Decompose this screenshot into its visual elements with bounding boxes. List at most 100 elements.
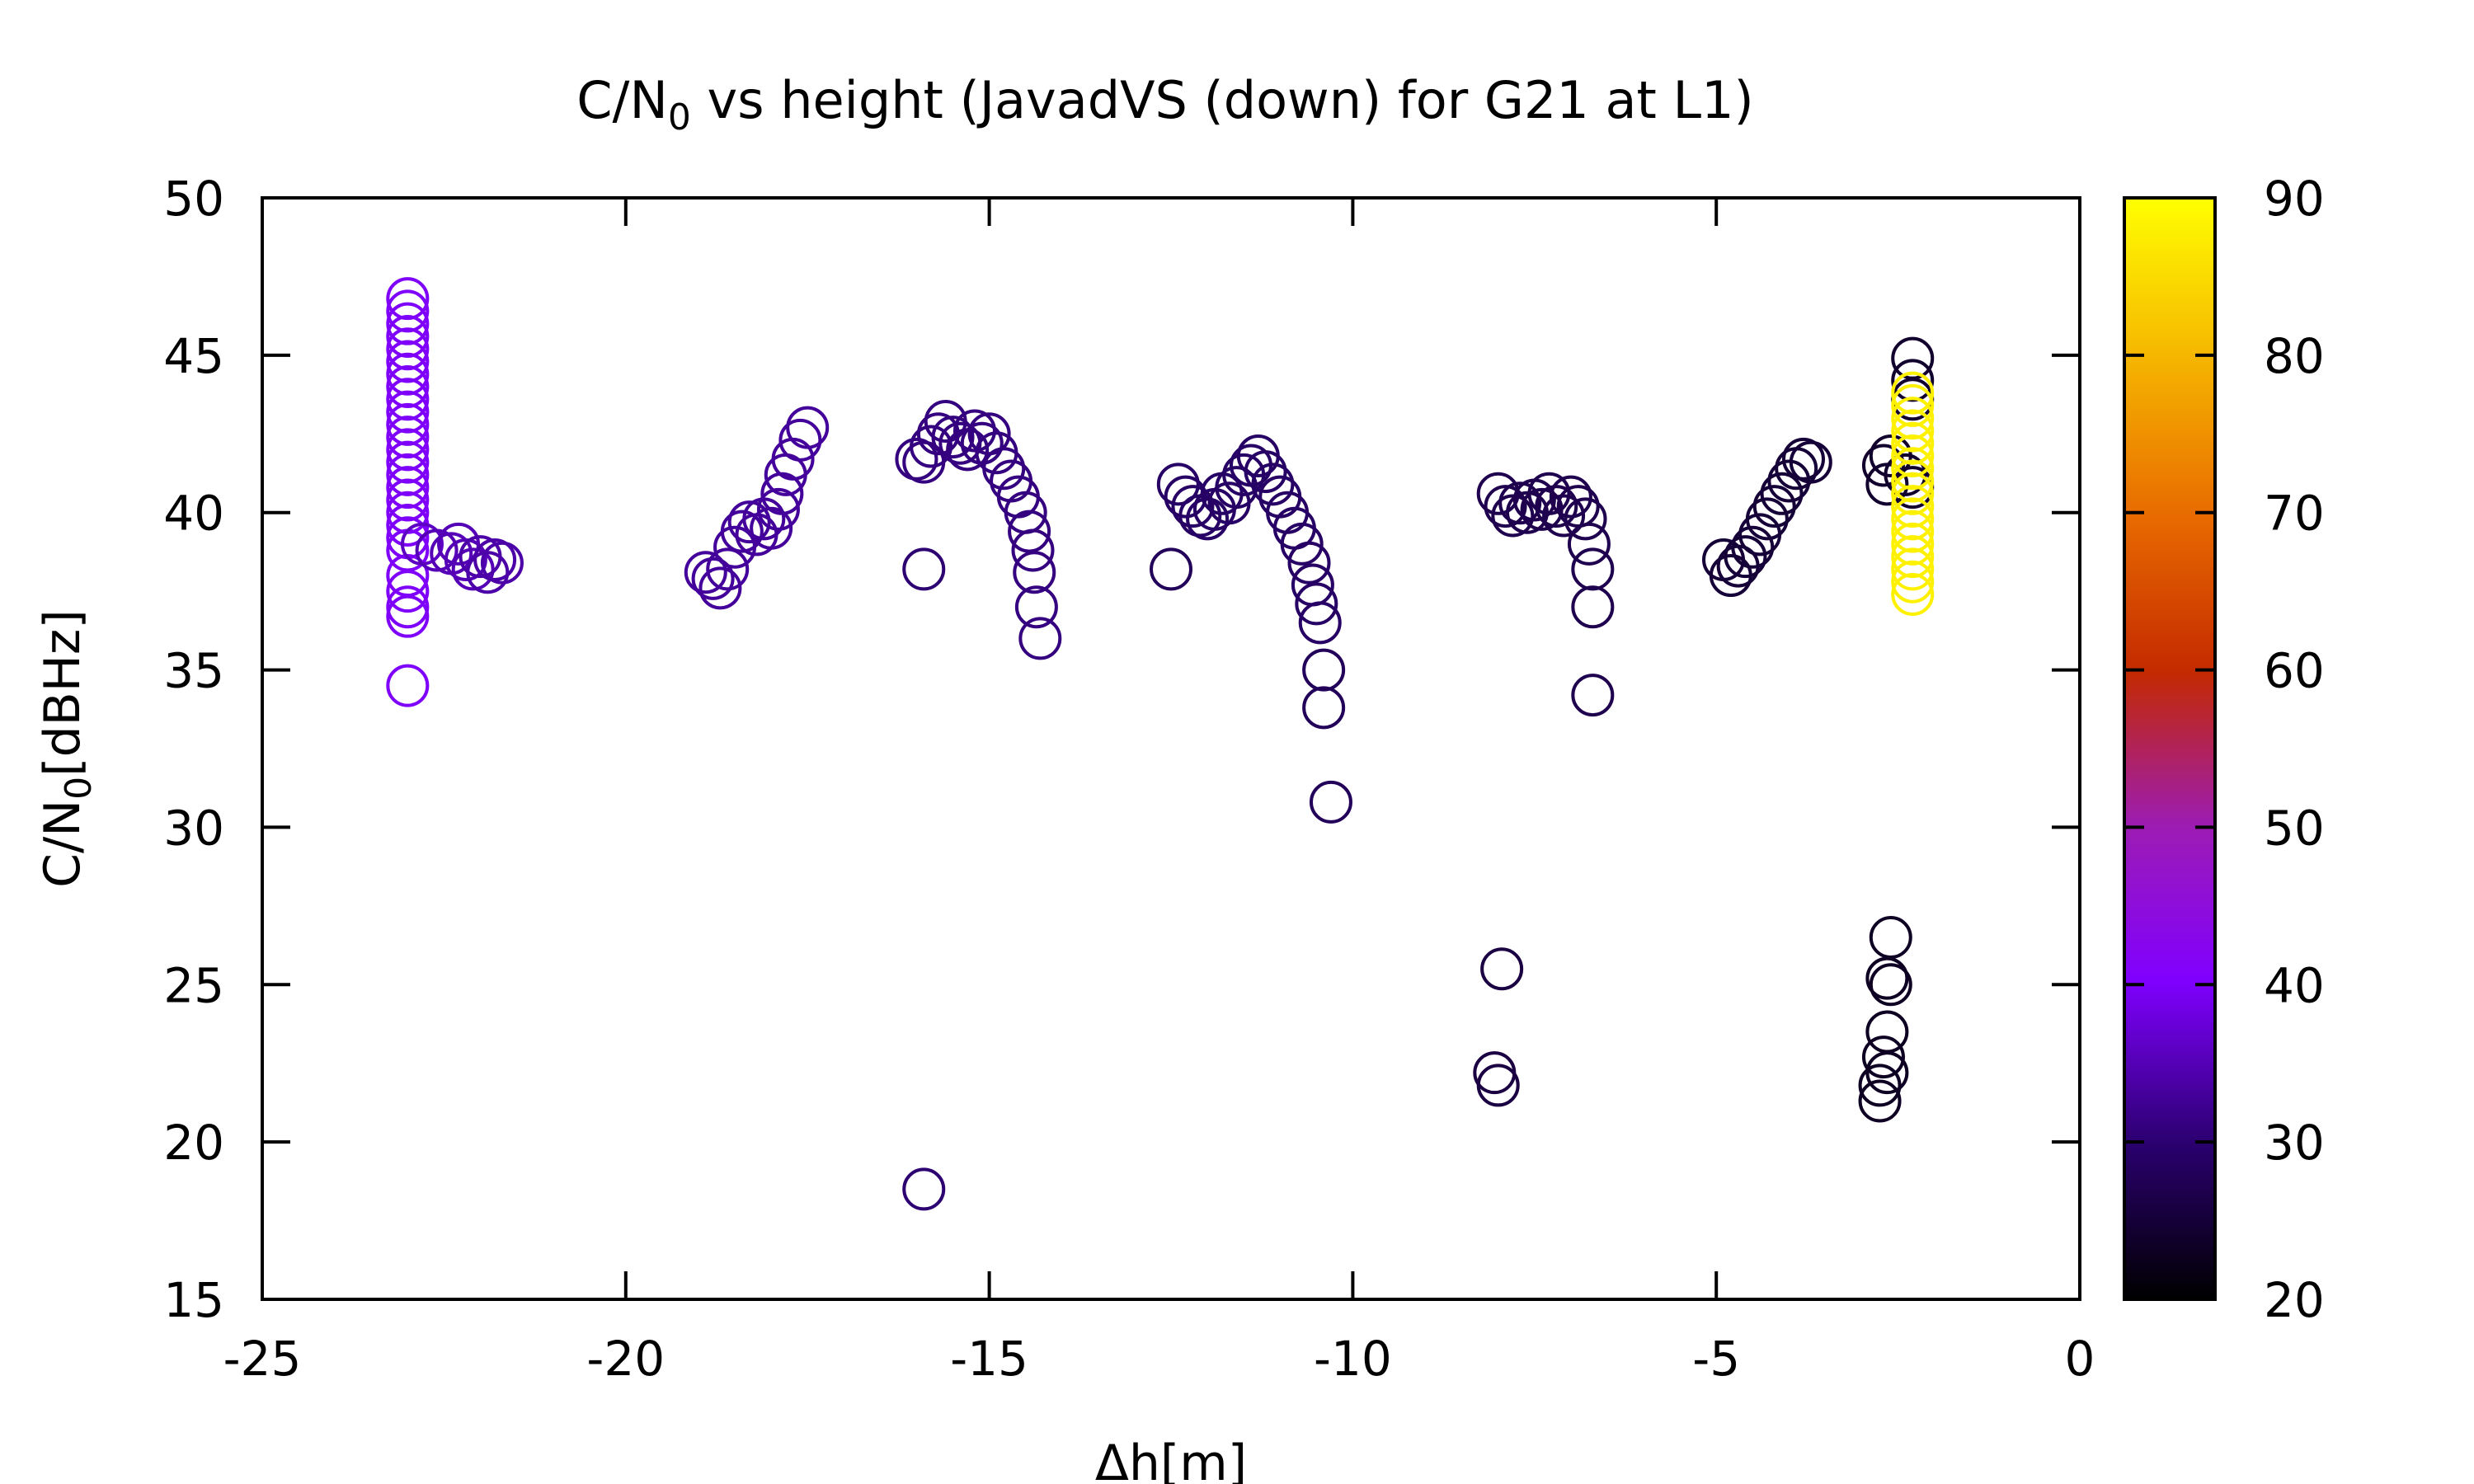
data-point	[1567, 522, 1611, 566]
data-point	[1251, 463, 1295, 506]
data-point	[1891, 409, 1935, 453]
x-tick-label: -15	[950, 1331, 1028, 1387]
data-point	[480, 541, 524, 585]
data-point	[1014, 585, 1058, 629]
data-point	[466, 551, 510, 594]
data-point	[473, 538, 517, 581]
y-tick-label: 50	[163, 171, 224, 227]
colorbar-tick-label: 20	[2264, 1272, 2325, 1328]
data-point	[386, 277, 430, 321]
colorbar	[2123, 196, 2217, 1301]
data-point	[1244, 450, 1287, 494]
data-point	[1891, 497, 1935, 541]
data-point	[1891, 522, 1935, 566]
data-point	[386, 365, 430, 409]
data-point	[1858, 1064, 1902, 1107]
data-point	[1498, 481, 1542, 525]
x-tick-label: -25	[223, 1331, 302, 1387]
data-point	[1891, 572, 1935, 616]
data-point	[756, 487, 800, 531]
x-axis-ticks: -25 -20 -15 -10 -5 0	[223, 198, 2095, 1387]
data-point	[1298, 601, 1342, 645]
data-point	[1295, 582, 1338, 626]
data-point	[1869, 963, 1912, 1007]
y-tick-label: 30	[163, 800, 224, 856]
y-tick-label: 15	[163, 1272, 224, 1328]
data-point	[1745, 497, 1789, 541]
data-point	[1760, 472, 1804, 515]
data-point	[1549, 475, 1592, 519]
data-point	[386, 664, 430, 707]
data-point	[1535, 485, 1578, 528]
data-point	[386, 327, 430, 371]
data-point	[1484, 485, 1527, 528]
data-point	[931, 416, 975, 459]
data-point	[691, 556, 735, 600]
data-point	[1302, 686, 1346, 730]
data-point	[1891, 397, 1935, 440]
colorbar-tick-label: 50	[2264, 800, 2325, 856]
data-point	[1789, 440, 1832, 484]
data-point	[386, 302, 430, 345]
data-point	[1476, 1064, 1520, 1107]
data-point	[1752, 485, 1796, 528]
data-point	[1150, 547, 1192, 591]
x-axis-title: Δh[m]	[1095, 1435, 1247, 1484]
data-point	[1527, 472, 1571, 515]
data-point	[1491, 494, 1535, 538]
data-point	[1011, 528, 1055, 572]
scatter-points	[386, 277, 1935, 1211]
colorbar-tick-label: 80	[2264, 328, 2325, 384]
data-point	[386, 478, 430, 522]
data-point	[778, 418, 822, 462]
data-point	[1865, 956, 1909, 1000]
data-point	[952, 409, 996, 453]
colorbar-tick-label: 90	[2264, 171, 2325, 227]
y-tick-label: 45	[163, 328, 224, 384]
data-point	[386, 378, 430, 421]
data-point	[1891, 421, 1935, 465]
data-point	[1287, 541, 1331, 585]
data-point	[1891, 510, 1935, 553]
data-point	[902, 1167, 946, 1211]
data-point	[1302, 648, 1346, 692]
colorbar-tick-label: 40	[2264, 957, 2325, 1013]
data-point	[1865, 1051, 1909, 1095]
data-point	[1891, 359, 1935, 402]
data-point	[386, 340, 430, 383]
data-point	[386, 352, 430, 396]
data-point	[1171, 485, 1215, 528]
data-point	[720, 510, 764, 553]
y-axis-ticks: 15 20 25 30 35 40 45 50	[163, 171, 2080, 1328]
data-point	[727, 500, 771, 544]
data-point	[1013, 551, 1056, 594]
data-point	[1480, 947, 1524, 991]
data-point	[1473, 1051, 1517, 1095]
x-tick-label: -5	[1692, 1331, 1740, 1387]
data-point	[1891, 383, 1935, 427]
plot-frame	[261, 196, 2081, 1301]
data-point	[1891, 434, 1935, 478]
y-tick-label: 35	[163, 643, 224, 699]
data-point	[1564, 497, 1607, 541]
data-point	[1861, 1036, 1905, 1079]
chart-title: C/N0 vs height (JavadVS (down) for G21 a…	[576, 70, 1753, 139]
colorbar-tick-label: 60	[2264, 643, 2325, 699]
data-point	[1309, 780, 1352, 824]
data-point	[1724, 535, 1767, 579]
y-tick-label: 40	[163, 486, 224, 542]
data-point	[902, 547, 946, 591]
x-tick-label: 0	[2065, 1331, 2095, 1387]
data-point	[1571, 585, 1615, 629]
data-point	[1891, 371, 1935, 415]
data-point	[1156, 463, 1200, 506]
data-point	[386, 594, 430, 638]
colorbar-tick-label: 30	[2264, 1115, 2325, 1171]
data-point	[386, 453, 430, 496]
data-point	[1008, 510, 1051, 553]
data-point	[415, 528, 459, 572]
data-point	[386, 289, 430, 333]
data-point	[1891, 560, 1935, 603]
data-point	[1858, 1079, 1902, 1123]
data-point	[1571, 674, 1615, 717]
